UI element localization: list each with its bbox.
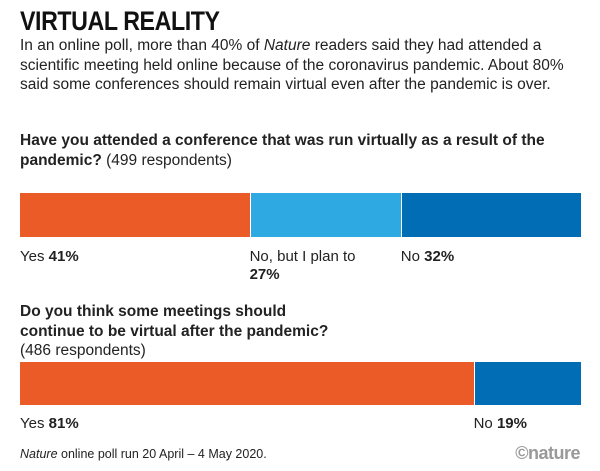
question-1-respondents: (499 respondents) — [106, 151, 232, 169]
intro-part: readers said they had attended a scienti… — [20, 37, 564, 94]
footnote: Nature online poll run 20 April – 4 May … — [20, 447, 267, 461]
nature-logo: ©nature — [515, 443, 580, 463]
question-2-respondents: (486 respondents) — [20, 342, 146, 360]
bar-segment-yes — [20, 193, 250, 237]
segment-value: 32% — [424, 248, 455, 265]
segment-category: Yes — [20, 415, 49, 432]
segment-label: No 19% — [474, 415, 600, 433]
segment-category: Yes — [20, 248, 49, 265]
segment-label: No, but I plan to 27% — [250, 248, 365, 284]
bar-segment-no — [400, 193, 581, 237]
segment-value: 41% — [48, 248, 79, 265]
bar-segment-no — [473, 362, 581, 405]
segment-category: No — [473, 415, 497, 432]
intro-text: In an online poll, more than 40% of Natu… — [20, 36, 590, 95]
segment-category: No, but I plan to — [249, 248, 356, 265]
intro-part: In an online poll, more than 40% of — [20, 37, 264, 54]
intro-italic: Nature — [263, 37, 311, 54]
question-1-title: Have you attended a conference that was … — [20, 132, 545, 169]
question-1: Have you attended a conference that was … — [20, 131, 590, 170]
question-2: Do you think some meetings should contin… — [20, 302, 350, 361]
segment-label: No 32% — [401, 248, 600, 266]
chart-title: VIRTUAL REALITY — [20, 6, 220, 36]
segment-label: Yes 81% — [20, 415, 220, 433]
segment-label: Yes 41% — [20, 248, 220, 266]
footnote-text: online poll run 20 April – 4 May 2020. — [57, 447, 267, 461]
segment-category: No — [400, 248, 425, 265]
question-2-title: Do you think some meetings should contin… — [20, 303, 329, 340]
stacked-bar-1 — [20, 193, 581, 237]
segment-value: 81% — [48, 415, 79, 432]
footnote-italic: Nature — [20, 447, 58, 461]
bar-segment-no-but-i-plan-to — [249, 193, 402, 237]
bar-segment-yes — [20, 362, 474, 405]
stacked-bar-2 — [20, 362, 581, 405]
segment-value: 27% — [249, 266, 280, 283]
segment-value: 19% — [496, 415, 527, 432]
